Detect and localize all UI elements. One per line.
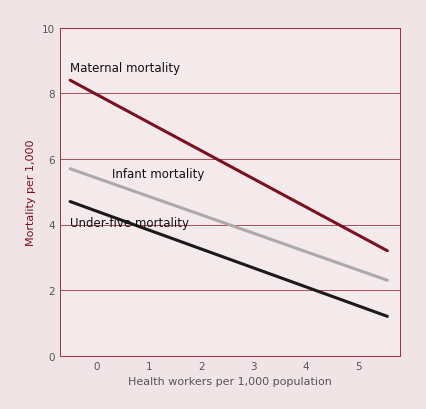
Text: Maternal mortality: Maternal mortality [70, 61, 180, 74]
Text: Infant mortality: Infant mortality [112, 168, 204, 181]
Text: Under-five mortality: Under-five mortality [70, 217, 189, 230]
Y-axis label: Mortality per 1,000: Mortality per 1,000 [26, 139, 36, 245]
X-axis label: Health workers per 1,000 population: Health workers per 1,000 population [128, 376, 332, 386]
